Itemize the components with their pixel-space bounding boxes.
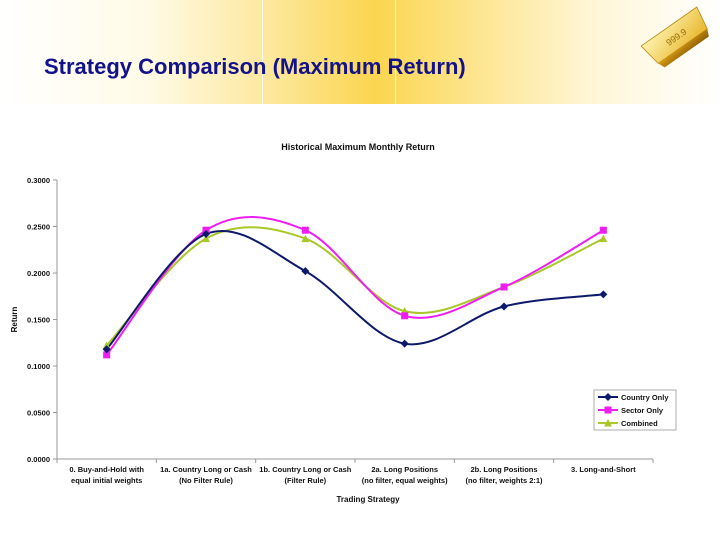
- x-tick-label: 3. Long-and-Short: [571, 465, 636, 474]
- legend-marker: [604, 419, 612, 427]
- y-tick-label: 0.0500: [27, 409, 50, 418]
- y-tick-label: 0.1500: [27, 316, 50, 325]
- x-tick-label: 2b. Long Positions (no filter, weights 2:…: [465, 465, 543, 485]
- header-divider: [395, 0, 396, 104]
- data-point-sector-only: [599, 226, 607, 234]
- data-point-combined: [301, 234, 310, 243]
- header-divider: [262, 0, 263, 104]
- series-line-sector-only: [105, 215, 604, 356]
- data-point-combined: [202, 234, 210, 243]
- y-tick-label: 0.2000: [27, 269, 50, 278]
- legend-entry: Combined: [621, 419, 658, 428]
- y-tick-label: 0.0000: [27, 455, 50, 464]
- data-point-country-only: [500, 302, 508, 311]
- data-point-sector-only: [500, 283, 508, 291]
- axes: 0.0000 0.0500 0.1000 0.1500 0.2000 0.2500 0.30…: [27, 176, 654, 485]
- data-point-country-only: [102, 345, 111, 354]
- x-axis-label: Trading Strategy: [336, 495, 400, 504]
- data-point-country-only: [599, 290, 608, 299]
- legend: Country Only Sector Only Combined: [593, 389, 677, 431]
- data-point-sector-only: [401, 312, 409, 320]
- data-point-country-only: [202, 229, 210, 238]
- line-chart: Historical Maximum Monthly Return Return…: [10, 142, 677, 504]
- header-band: [0, 0, 720, 104]
- legend-entry: Sector Only: [621, 406, 664, 415]
- series-markers: [102, 226, 608, 359]
- data-point-sector-only: [301, 226, 309, 234]
- y-tick-label: 0.1000: [27, 362, 50, 371]
- data-point-country-only: [301, 267, 310, 276]
- x-tick-label: 1a. Country Long or Cash (No Filter Rule): [160, 465, 252, 485]
- series-line-combined: [105, 226, 604, 347]
- y-tick-label: 0.2500: [27, 223, 50, 232]
- legend-entry: Country Only: [621, 393, 669, 402]
- data-point-sector-only: [103, 351, 111, 359]
- data-point-country-only: [400, 339, 409, 348]
- y-tick-label: 0.3000: [27, 176, 50, 185]
- y-axis-label: Return: [10, 307, 19, 333]
- series-lines: [105, 215, 604, 356]
- series-line-country-only: [105, 229, 604, 350]
- page-title: Strategy Comparison (Maximum Return): [44, 54, 466, 79]
- x-tick-label: 2a. Long Positions (no filter, equal weig…: [362, 465, 448, 485]
- chart-title: Historical Maximum Monthly Return: [281, 142, 435, 152]
- x-tick-label: 0. Buy-and-Hold with equal initial weight…: [69, 465, 144, 485]
- x-tick-label: 1b. Country Long or Cash (Filter Rule): [259, 465, 352, 485]
- gold-bar-icon: 999.9: [640, 6, 709, 68]
- legend-marker: [604, 406, 612, 414]
- data-point-combined: [599, 234, 608, 243]
- legend-marker: [604, 393, 612, 401]
